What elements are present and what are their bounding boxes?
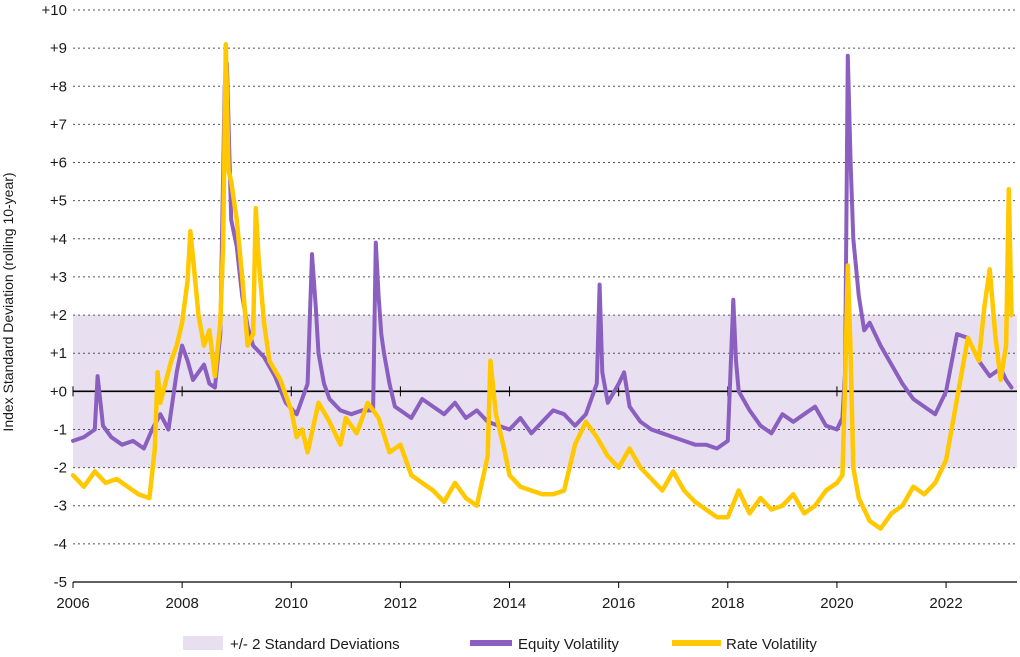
series-group — [70, 42, 1014, 531]
x-tick-label: 2012 — [384, 595, 417, 612]
y-tick-label: -1 — [54, 421, 67, 438]
y-tick-label: -2 — [54, 460, 67, 477]
legend-equity-label: Equity Volatility — [518, 636, 619, 653]
y-ticks: +10 +9 +8 +7 +6 +5 +4 +3 +2 +1 +0 -1 -2 -3 -4 -5 — [42, 2, 67, 591]
x-tick-label: 2022 — [929, 595, 962, 612]
legend: +/- 2 Standard Deviations Equity Volatil… — [183, 636, 817, 653]
x-tick-label: 2016 — [602, 595, 635, 612]
x-tick-label: 2006 — [56, 595, 89, 612]
x-ticks: 2006 2008 2010 2012 2014 2016 2018 2020 2022 — [56, 386, 963, 612]
x-tick-label: 2008 — [165, 595, 198, 612]
y-tick-label: +1 — [50, 345, 67, 362]
y-axis-title: Index Standard Deviation (rolling 10-yea… — [0, 172, 16, 431]
y-tick-label: +5 — [50, 193, 67, 210]
y-tick-label: -5 — [54, 574, 67, 591]
y-tick-label: -3 — [54, 498, 67, 515]
x-tick-label: 2014 — [493, 595, 526, 612]
x-tick-label: 2020 — [820, 595, 853, 612]
legend-rate-label: Rate Volatility — [726, 636, 817, 653]
grid-lines — [73, 9, 1017, 545]
y-tick-label: +7 — [50, 116, 67, 133]
y-tick-label: +2 — [50, 307, 67, 324]
y-tick-label: +9 — [50, 40, 67, 57]
y-tick-label: +8 — [50, 78, 67, 95]
rate-volatility-line — [70, 42, 1014, 531]
legend-band-swatch — [183, 636, 223, 650]
legend-band-label: +/- 2 Standard Deviations — [230, 636, 400, 653]
x-tick-label: 2018 — [711, 595, 744, 612]
y-tick-label: +10 — [42, 2, 67, 19]
y-tick-label: +6 — [50, 155, 67, 172]
y-tick-label: -4 — [54, 536, 67, 553]
y-tick-label: +4 — [50, 231, 67, 248]
y-tick-label: +0 — [50, 383, 67, 400]
y-tick-label: +3 — [50, 269, 67, 286]
x-tick-label: 2010 — [275, 595, 308, 612]
